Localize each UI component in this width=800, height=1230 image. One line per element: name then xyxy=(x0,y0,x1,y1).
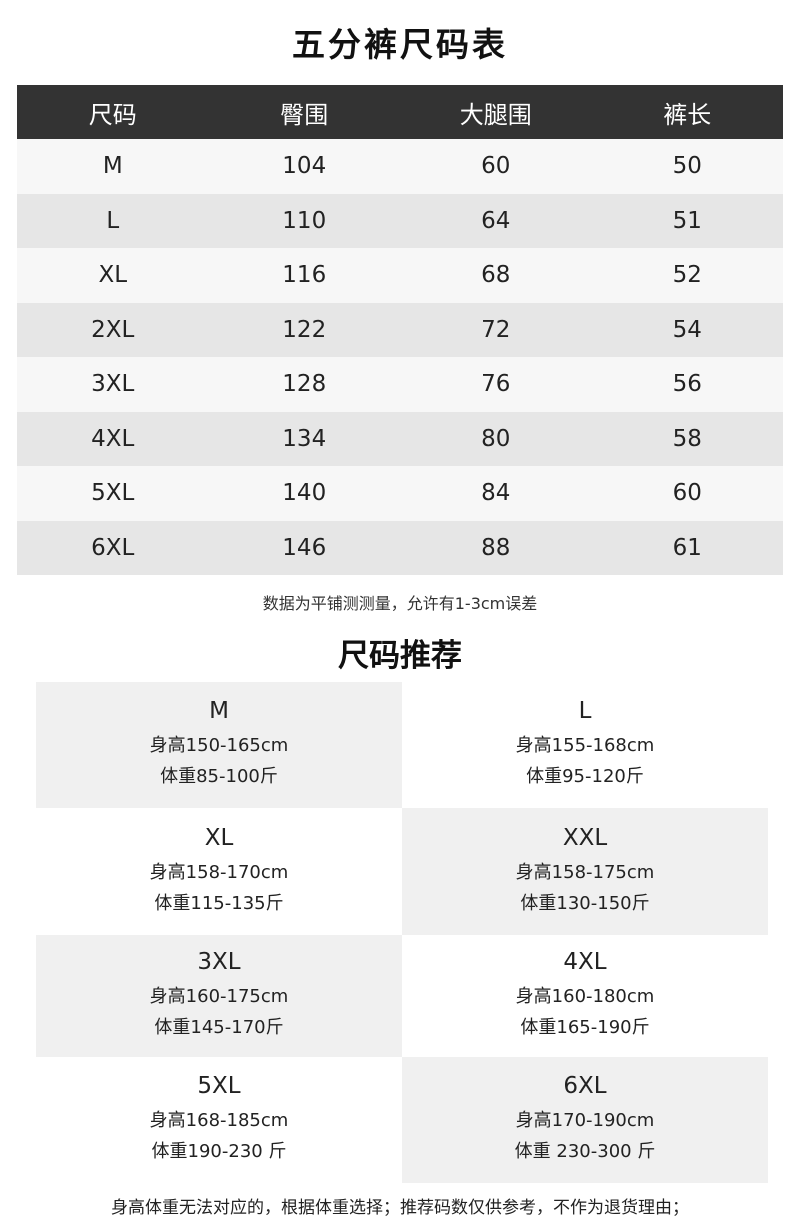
table-cell: 4XL xyxy=(17,411,209,466)
recommend-size: 3XL xyxy=(197,949,241,975)
recommend-weight: 体重 230-300 斤 xyxy=(514,1141,656,1162)
table-cell: 60 xyxy=(400,139,592,194)
table-cell: 64 xyxy=(400,193,592,248)
table-cell: 3XL xyxy=(17,357,209,412)
recommend-height: 身高155-168cm xyxy=(515,735,655,756)
table-cell: 5XL xyxy=(17,466,209,521)
recommend-height: 身高160-175cm xyxy=(149,986,289,1007)
recommend-height: 身高158-170cm xyxy=(149,861,289,883)
table-cell: 146 xyxy=(208,520,400,575)
table-cell: 80 xyxy=(400,411,592,466)
recommend-weight: 体重190-230 斤 xyxy=(151,1141,287,1162)
table-row: M 104 60 50 xyxy=(17,139,783,194)
recommend-weight: 体重115-135斤 xyxy=(154,892,284,914)
recommend-cell: M 身高150-165cm 体重85-100斤 xyxy=(36,682,402,808)
column-header: 裤长 xyxy=(591,85,783,139)
measurement-note: 数据为平铺测测量，允许有1-3cm误差 xyxy=(262,594,538,613)
table-cell: 104 xyxy=(208,139,400,194)
recommend-height: 身高170-190cm xyxy=(515,1110,655,1131)
table-cell: 116 xyxy=(208,248,400,303)
recommend-cell: L 身高155-168cm 体重95-120斤 xyxy=(402,682,768,808)
table-row: 4XL 134 80 58 xyxy=(17,411,783,466)
size-table: 尺码 臀围 大腿围 裤长 M 104 60 50 L 110 64 51 XL 116 68 52 2XL 12… xyxy=(17,85,783,575)
recommend-height: 身高168-185cm xyxy=(149,1110,289,1131)
table-cell: 128 xyxy=(208,357,400,412)
table-cell: 72 xyxy=(400,302,592,357)
table-cell: 140 xyxy=(208,466,400,521)
recommend-grid: M 身高150-165cm 体重85-100斤 L 身高155-168cm 体重95-12… xyxy=(36,682,768,1183)
table-header: 尺码 臀围 大腿围 裤长 xyxy=(17,85,783,139)
recommend-weight: 体重145-170斤 xyxy=(154,1017,284,1038)
recommend-cell: XL 身高158-170cm 体重115-135斤 xyxy=(36,808,402,935)
table-cell: XL xyxy=(17,248,209,303)
table-cell: 68 xyxy=(400,248,592,303)
table-cell: 51 xyxy=(591,193,783,248)
recommend-cell: 3XL 身高160-175cm 体重145-170斤 xyxy=(36,935,402,1057)
table-cell: 84 xyxy=(400,466,592,521)
recommend-weight: 体重85-100斤 xyxy=(160,766,278,787)
table-cell: 122 xyxy=(208,302,400,357)
table-cell: 76 xyxy=(400,357,592,412)
table-cell: 2XL xyxy=(17,302,209,357)
table-cell: 61 xyxy=(591,520,783,575)
recommend-weight: 体重165-190斤 xyxy=(520,1017,650,1038)
page-title: 五分裤尺码表 xyxy=(292,25,508,64)
recommend-cell: 6XL 身高170-190cm 体重 230-300 斤 xyxy=(402,1057,768,1183)
recommend-cell: XXL 身高158-175cm 体重130-150斤 xyxy=(402,808,768,935)
column-header: 尺码 xyxy=(17,85,209,139)
recommend-height: 身高160-180cm xyxy=(515,986,655,1007)
table-cell: M xyxy=(17,139,209,194)
table-row: 2XL 122 72 54 xyxy=(17,302,783,357)
recommend-cell: 5XL 身高168-185cm 体重190-230 斤 xyxy=(36,1057,402,1183)
table-cell: 58 xyxy=(591,411,783,466)
recommend-size: XL xyxy=(204,824,234,851)
recommend-title: 尺码推荐 xyxy=(338,638,462,674)
recommend-weight: 体重95-120斤 xyxy=(526,766,644,787)
recommend-weight: 体重130-150斤 xyxy=(520,892,650,914)
table-cell: 110 xyxy=(208,193,400,248)
table-row: XL 116 68 52 xyxy=(17,248,783,303)
table-cell: 54 xyxy=(591,302,783,357)
table-cell: 56 xyxy=(591,357,783,412)
table-row: L 110 64 51 xyxy=(17,193,783,248)
table-row: 5XL 140 84 60 xyxy=(17,466,783,521)
table-cell: 50 xyxy=(591,139,783,194)
footer-note: 身高体重无法对应的，根据体重选择；推荐码数仅供参考，不作为退货理由； xyxy=(111,1198,689,1218)
recommend-size: L xyxy=(578,698,592,724)
recommend-size: M xyxy=(209,698,229,724)
table-row: 6XL 146 88 61 xyxy=(17,520,783,575)
recommend-height: 身高158-175cm xyxy=(515,861,655,883)
recommend-size: 5XL xyxy=(197,1073,241,1099)
table-cell: 88 xyxy=(400,520,592,575)
recommend-size: XXL xyxy=(562,824,608,851)
recommend-size: 4XL xyxy=(563,949,607,975)
recommend-height: 身高150-165cm xyxy=(149,735,289,756)
table-cell: 52 xyxy=(591,248,783,303)
column-header: 臀围 xyxy=(208,85,400,139)
table-row: 3XL 128 76 56 xyxy=(17,357,783,412)
table-cell: 134 xyxy=(208,411,400,466)
column-header: 大腿围 xyxy=(400,85,592,139)
table-cell: L xyxy=(17,193,209,248)
table-cell: 60 xyxy=(591,466,783,521)
recommend-cell: 4XL 身高160-180cm 体重165-190斤 xyxy=(402,935,768,1057)
recommend-size: 6XL xyxy=(563,1073,607,1099)
table-cell: 6XL xyxy=(17,520,209,575)
